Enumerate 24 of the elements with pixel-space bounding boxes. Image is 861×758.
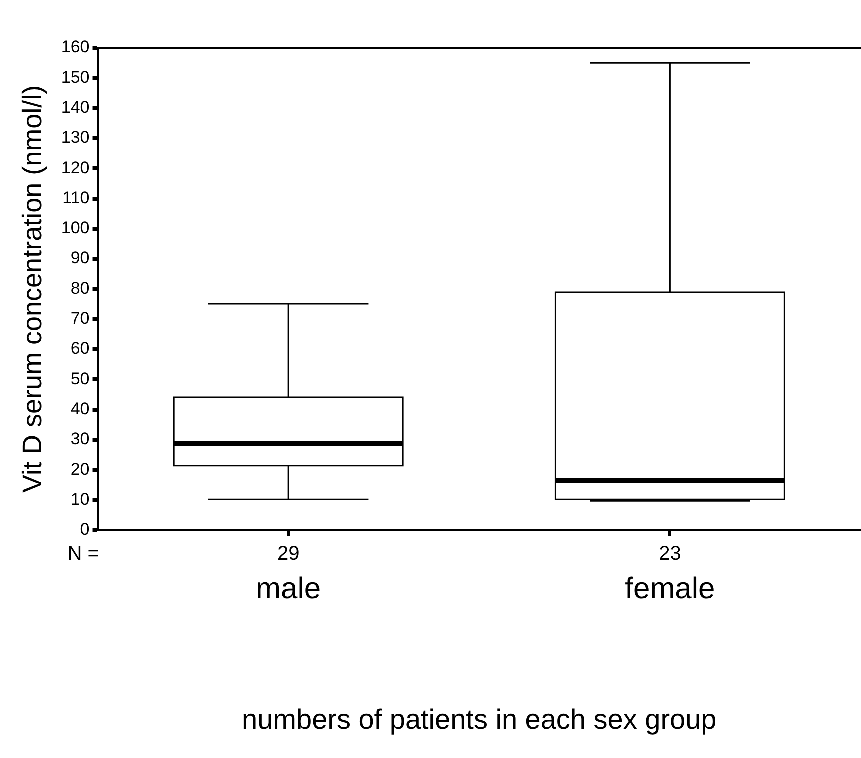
y-tick-label: 120 — [61, 158, 90, 178]
y-tick-label: 150 — [61, 68, 90, 87]
x-axis-title: numbers of patients in each sex group — [242, 704, 717, 735]
y-tick-label: 60 — [70, 339, 90, 358]
y-tick-label: 130 — [61, 128, 90, 148]
y-tick-label: 40 — [70, 399, 90, 418]
y-tick-label: 90 — [70, 248, 90, 268]
y-tick-label: 160 — [61, 38, 90, 57]
y-tick-label: 10 — [70, 490, 90, 509]
text: 29 — [277, 542, 300, 565]
y-tick-label: 20 — [70, 460, 90, 479]
y-tick-label: 30 — [70, 430, 90, 449]
y-tick-label: 140 — [61, 98, 90, 117]
text: 23 — [659, 542, 682, 565]
y-tick-label: 70 — [70, 309, 90, 328]
y-tick-label: 110 — [62, 188, 90, 208]
y-tick-label: 80 — [70, 278, 90, 298]
y-tick-label: 0 — [80, 520, 90, 540]
y-tick-label: 100 — [61, 218, 90, 238]
x-tick-label: male — [256, 572, 322, 606]
text: N = — [68, 542, 100, 565]
x-tick-label: female — [625, 572, 716, 606]
y-tick-label: 50 — [70, 369, 90, 388]
y-axis-title: Vit D serum concentration (nmol/l) — [18, 85, 48, 494]
